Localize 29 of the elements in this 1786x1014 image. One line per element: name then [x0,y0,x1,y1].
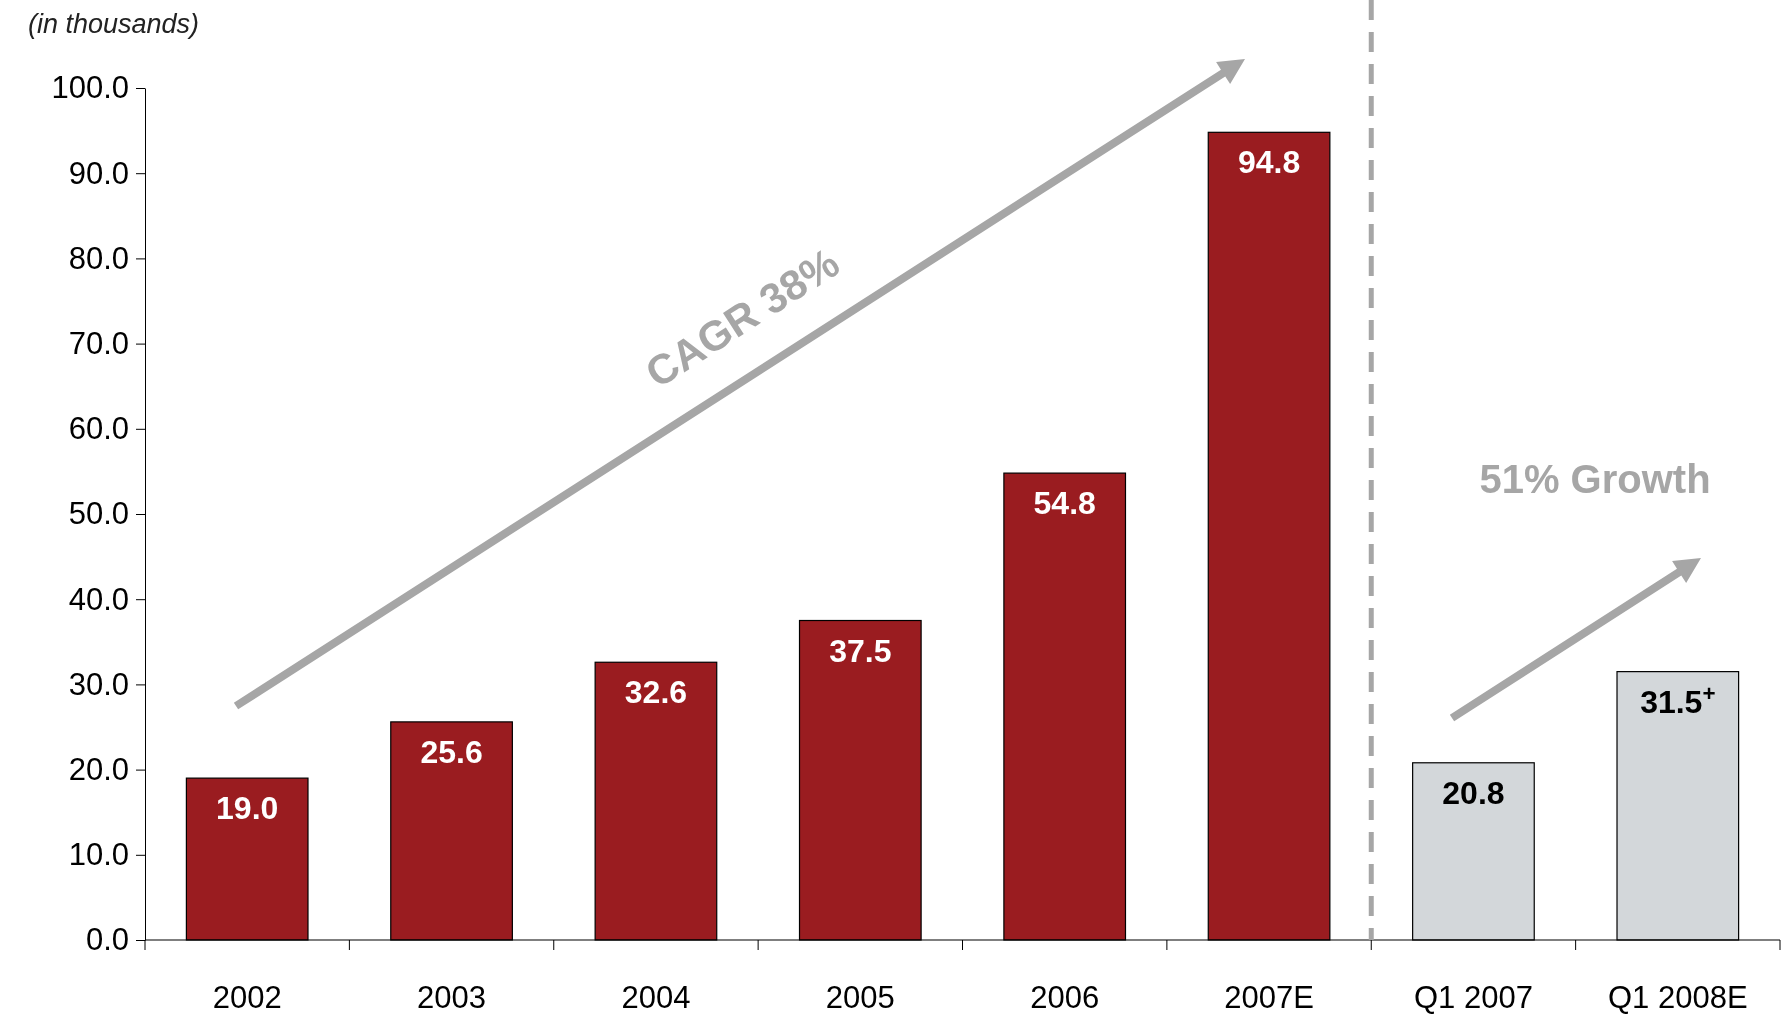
x-tick-label: 2003 [417,980,487,1014]
x-tick-label: 2006 [1030,980,1100,1014]
y-tick-label: 20.0 [68,752,129,788]
y-tick-label: 50.0 [68,496,129,532]
y-tick-label: 10.0 [68,837,129,873]
x-tick-label: Q1 2007 [1413,980,1533,1014]
data-label: 25.6 [420,733,483,770]
data-label: 94.8 [1237,144,1301,181]
y-tick-label: 80.0 [68,240,129,276]
x-tick-label: 2005 [825,980,895,1014]
data-label: 20.8 [1442,774,1505,811]
y-tick-label: 60.0 [68,411,129,447]
y-tick-label: 40.0 [68,581,129,617]
x-tick-label: 2007E [1224,980,1314,1014]
annotation: 51% Growth [1479,457,1711,501]
data-label: 32.6 [624,674,688,711]
data-label: 54.8 [1033,485,1096,522]
data-label: 19.0 [216,790,279,827]
y-tick-label: 0.0 [85,922,129,958]
y-tick-label: 30.0 [68,666,129,702]
x-tick-label: 2004 [621,980,691,1014]
x-tick-label: 2002 [212,980,282,1014]
y-tick-label: 70.0 [68,326,129,362]
y-tick-label: 100.0 [51,70,129,106]
data-label: 37.5 [829,632,892,669]
data-label: 31.5$^{+}$ [1640,680,1716,720]
x-tick-label: Q1 2008E [1608,980,1748,1014]
y-tick-label: 90.0 [68,155,129,191]
y-axis-title: (in thousands) [28,9,200,39]
